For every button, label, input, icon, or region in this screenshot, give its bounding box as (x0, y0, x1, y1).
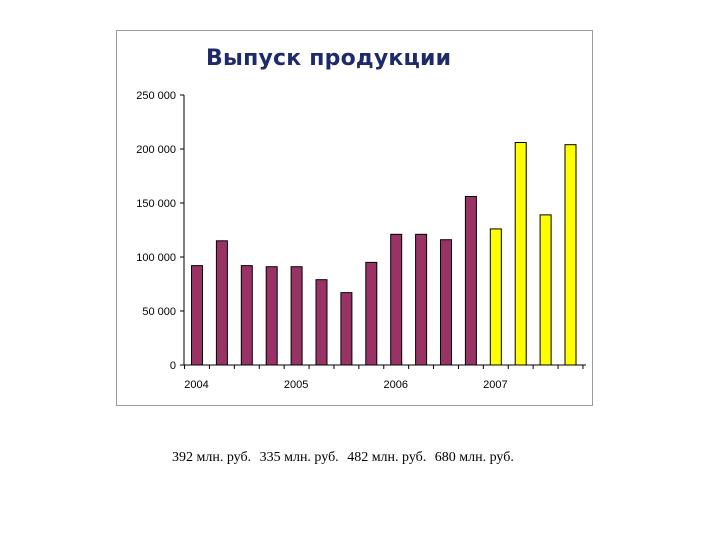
y-tick-label: 200 000 (136, 144, 176, 156)
y-tick-label: 100 000 (136, 252, 176, 264)
bar (539, 214, 552, 366)
x-tick-label: 2007 (483, 379, 507, 391)
y-tick-label: 0 (170, 360, 176, 372)
bar (440, 239, 452, 366)
bar (290, 266, 303, 366)
total-2005: 335 млн. руб. (259, 450, 339, 465)
y-tick-label: 150 000 (136, 198, 176, 210)
yearly-totals: 392 млн. руб. 335 млн. руб. 482 млн. руб… (172, 450, 519, 466)
total-2004: 392 млн. руб. (172, 450, 252, 465)
total-2007: 680 млн. руб. (434, 450, 514, 465)
bar (415, 233, 428, 366)
bar (564, 144, 577, 366)
bar (215, 240, 228, 366)
y-tick-label: 250 000 (136, 90, 176, 102)
bar (390, 233, 403, 366)
bar (489, 228, 502, 366)
bar (464, 196, 477, 366)
bar (365, 261, 378, 366)
x-tick-label: 2005 (284, 379, 308, 391)
bars (191, 142, 577, 366)
tick-labels: 0 50 000 100 000 150 000 200 000 250 000 2004 2… (136, 90, 507, 391)
chart-title: Выпуск продукции (206, 46, 452, 71)
bar (315, 279, 328, 366)
bar (240, 265, 253, 366)
bar (340, 292, 353, 366)
total-2006: 482 млн. руб. (347, 450, 427, 465)
x-tick-label: 2004 (184, 379, 208, 391)
bar (514, 142, 527, 366)
y-tick-label: 50 000 (142, 306, 176, 318)
bar (191, 265, 203, 366)
bar (265, 266, 278, 366)
x-tick-label: 2006 (384, 379, 408, 391)
